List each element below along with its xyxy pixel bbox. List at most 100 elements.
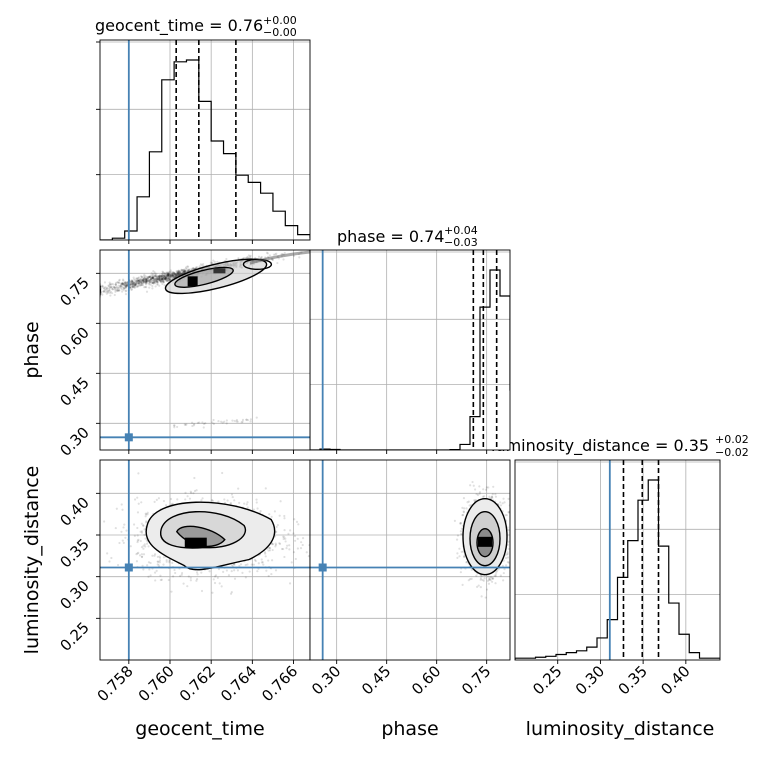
scatter-geocent-time-phase-point: [174, 274, 177, 277]
scatter-geocent-time-phase-point: [167, 274, 170, 277]
scatter-geocent-time-phase-point: [161, 271, 165, 274]
scatter-phase-luminosity-distance-point: [467, 579, 470, 582]
scatter-geocent-time-phase-point: [151, 277, 155, 280]
scatter-geocent-time-phase-point: [137, 281, 140, 284]
scatter-geocent-time-phase-point: [121, 282, 124, 285]
scatter-geocent-time-luminosity-distance-point: [286, 544, 289, 547]
scatter-geocent-time-luminosity-distance-point: [246, 501, 249, 504]
scatter-phase-luminosity-distance-point: [484, 596, 487, 599]
scatter-phase-luminosity-distance-point: [484, 488, 488, 491]
xtick-label-geocent-time: 0.760: [135, 662, 178, 705]
scatter-geocent-time-phase-point: [157, 277, 160, 280]
scatter-geocent-time-phase-point: [133, 278, 136, 281]
scatter-geocent-time-phase-point: [154, 277, 157, 280]
scatter-geocent-time-phase-point: [153, 277, 156, 280]
scatter-geocent-time-phase-point: [174, 273, 177, 276]
scatter-phase-luminosity-distance-truth-marker: [318, 563, 327, 572]
scatter-phase-luminosity-distance-point: [459, 522, 462, 525]
scatter-geocent-time-phase-point: [155, 280, 159, 284]
ytick-label-phase: 0.30: [56, 423, 92, 459]
scatter-geocent-time-phase-point: [108, 289, 111, 293]
scatter-geocent-time-phase-point: [191, 267, 195, 270]
scatter-geocent-time-phase-point: [117, 286, 120, 290]
scatter-geocent-time-phase-point: [166, 278, 169, 281]
scatter-phase-luminosity-distance-point: [491, 493, 494, 496]
scatter-geocent-time-phase-point: [130, 280, 134, 283]
scatter-geocent-time-phase-point: [150, 274, 153, 277]
scatter-geocent-time-phase-point: [161, 274, 165, 277]
scatter-geocent-time-phase-point: [153, 280, 156, 283]
scatter-phase-luminosity-distance-point: [456, 534, 460, 537]
scatter-geocent-time-phase-point: [115, 285, 118, 288]
scatter-geocent-time-phase-point: [142, 278, 145, 281]
scatter-geocent-time-phase-point: [186, 268, 189, 271]
scatter-phase-luminosity-distance-point: [463, 507, 466, 510]
scatter-geocent-time-phase-point: [134, 281, 137, 284]
scatter-geocent-time-phase-point: [137, 285, 140, 288]
scatter-geocent-time-phase-point: [141, 278, 144, 282]
scatter-geocent-time-phase-point: [109, 290, 112, 293]
scatter-phase-luminosity-distance-point: [494, 582, 497, 585]
scatter-geocent-time-phase-point: [125, 284, 129, 287]
scatter-geocent-time-luminosity-distance-point: [143, 528, 146, 531]
scatter-geocent-time-phase-point: [142, 280, 145, 283]
scatter-geocent-time-phase-point: [164, 277, 167, 280]
scatter-geocent-time-phase-point: [160, 277, 164, 280]
scatter-geocent-time-phase-point: [164, 277, 167, 281]
scatter-geocent-time-phase-point: [148, 275, 151, 279]
scatter-geocent-time-phase-point: [108, 287, 111, 290]
scatter-geocent-time-luminosity-distance-point: [218, 582, 221, 585]
scatter-geocent-time-phase-point: [116, 289, 119, 292]
scatter-geocent-time-phase-point: [211, 261, 214, 265]
scatter-geocent-time-luminosity-distance-point: [211, 591, 214, 594]
scatter-geocent-time-phase-point: [125, 282, 128, 286]
scatter-geocent-time-luminosity-distance-point: [297, 523, 300, 526]
scatter-geocent-time-luminosity-distance-point: [200, 589, 204, 593]
scatter-geocent-time-phase-point: [176, 425, 179, 429]
scatter-phase-luminosity-distance-point: [486, 579, 490, 583]
scatter-geocent-time-phase-point: [125, 283, 128, 286]
scatter-geocent-time-phase-point: [158, 275, 161, 279]
scatter-geocent-time-phase-point: [113, 288, 116, 291]
scatter-geocent-time-phase-point: [137, 278, 140, 282]
scatter-geocent-time-phase-point: [133, 282, 136, 285]
scatter-geocent-time-phase-point: [143, 279, 146, 282]
scatter-geocent-time-phase-point: [202, 426, 205, 429]
scatter-geocent-time-phase-point: [115, 286, 118, 289]
scatter-phase-luminosity-distance-point: [491, 496, 494, 499]
scatter-geocent-time-phase-point: [159, 274, 163, 278]
scatter-geocent-time-luminosity-distance-point: [147, 545, 150, 548]
scatter-geocent-time-phase-point: [183, 270, 186, 273]
scatter-geocent-time-phase-point: [211, 421, 214, 424]
scatter-geocent-time-phase-point: [108, 289, 111, 292]
scatter-geocent-time-phase-point: [163, 274, 166, 278]
scatter-geocent-time-luminosity-distance-point: [142, 544, 145, 547]
scatter-geocent-time-phase-point: [176, 272, 179, 276]
scatter-phase-luminosity-distance-point: [495, 571, 498, 574]
scatter-geocent-time-phase-point: [144, 278, 148, 281]
scatter-geocent-time-phase-point: [196, 421, 200, 425]
scatter-geocent-time-phase-point: [191, 424, 194, 428]
scatter-geocent-time-phase-point: [156, 283, 159, 286]
scatter-geocent-time-phase-point: [246, 256, 249, 259]
scatter-geocent-time-phase-point: [169, 278, 172, 281]
scatter-geocent-time-phase-point: [176, 273, 180, 277]
scatter-geocent-time-phase-point: [162, 271, 166, 275]
scatter-geocent-time-phase-point: [198, 265, 201, 268]
scatter-geocent-time-luminosity-distance-point: [193, 476, 196, 480]
scatter-geocent-time-phase-point: [164, 276, 168, 279]
scatter-geocent-time-phase-point: [111, 288, 114, 291]
scatter-geocent-time-phase-point: [152, 279, 155, 282]
scatter-geocent-time-phase-point: [168, 277, 171, 280]
scatter-phase-luminosity-distance-point: [470, 568, 473, 571]
scatter-geocent-time-phase-point: [146, 282, 149, 285]
scatter-geocent-time-luminosity-distance-point: [271, 543, 274, 546]
scatter-geocent-time-phase-point: [130, 286, 133, 289]
scatter-geocent-time-phase-point: [155, 276, 159, 279]
scatter-geocent-time-phase-point: [216, 260, 219, 263]
scatter-geocent-time-phase-point: [144, 280, 147, 284]
scatter-geocent-time-luminosity-distance-point: [144, 537, 147, 540]
scatter-geocent-time-phase-point: [153, 272, 156, 275]
ytick-label-luminosity-distance: 0.25: [56, 618, 92, 654]
